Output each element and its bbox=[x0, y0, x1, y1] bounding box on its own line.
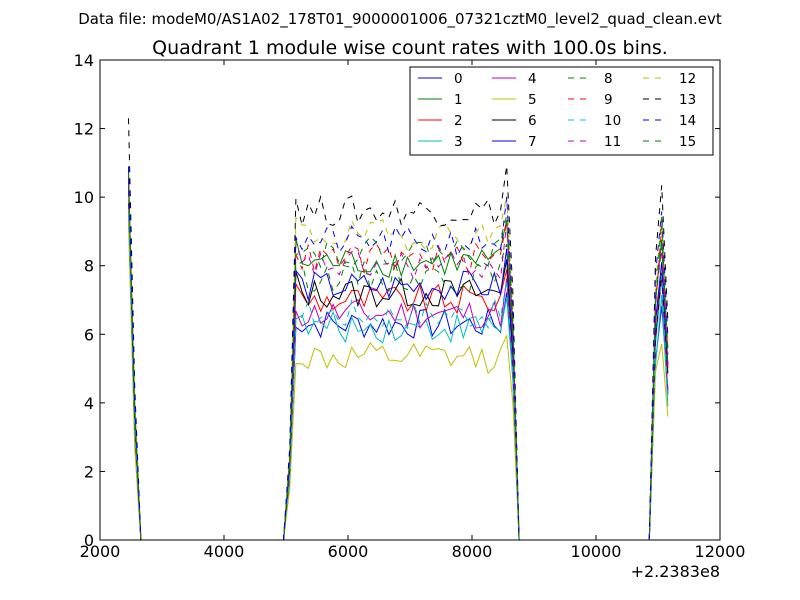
legend-label-9: 9 bbox=[604, 92, 613, 108]
x-tick-label: 6000 bbox=[328, 542, 369, 561]
legend-label-3: 3 bbox=[454, 134, 463, 150]
legend-label-12: 12 bbox=[679, 71, 696, 87]
x-tick-label: 2000 bbox=[80, 542, 121, 561]
series-line-1 bbox=[128, 179, 669, 541]
legend-label-7: 7 bbox=[528, 134, 537, 150]
x-axis-offset-label: +2.2383e8 bbox=[631, 562, 720, 581]
x-tick-label: 12000 bbox=[695, 542, 746, 561]
series-line-12 bbox=[128, 195, 669, 541]
series-line-7 bbox=[128, 186, 669, 541]
series-line-13 bbox=[128, 118, 669, 541]
legend-label-4: 4 bbox=[528, 71, 537, 87]
y-tick-label: 6 bbox=[84, 325, 94, 344]
legend-label-10: 10 bbox=[604, 113, 621, 129]
series-line-11 bbox=[128, 183, 669, 541]
series-line-8 bbox=[128, 193, 669, 541]
y-tick-label: 10 bbox=[74, 188, 94, 207]
legend-label-8: 8 bbox=[604, 71, 613, 87]
legend-label-11: 11 bbox=[604, 134, 621, 150]
y-tick-label: 12 bbox=[74, 120, 94, 139]
x-tick-label: 8000 bbox=[452, 542, 493, 561]
y-tick-label: 8 bbox=[84, 257, 94, 276]
legend-label-13: 13 bbox=[679, 92, 696, 108]
legend-label-0: 0 bbox=[454, 71, 463, 87]
plot-frame bbox=[99, 59, 721, 541]
series-line-14 bbox=[128, 166, 669, 541]
legend-label-2: 2 bbox=[454, 113, 463, 129]
series-line-15 bbox=[128, 173, 669, 541]
series-line-5 bbox=[128, 224, 669, 541]
legend-label-1: 1 bbox=[454, 92, 463, 108]
x-tick-label: 4000 bbox=[204, 542, 245, 561]
series-line-10 bbox=[128, 214, 669, 541]
series-line-0 bbox=[128, 169, 669, 541]
series-line-2 bbox=[128, 190, 669, 541]
legend-box bbox=[409, 66, 714, 156]
series-line-6 bbox=[128, 197, 669, 541]
legend-label-6: 6 bbox=[528, 113, 537, 129]
series-line-3 bbox=[128, 210, 669, 541]
chart-title: Quadrant 1 module wise count rates with … bbox=[152, 37, 668, 59]
legend-label-5: 5 bbox=[528, 92, 537, 108]
x-tick-label: 10000 bbox=[571, 542, 622, 561]
series-line-4 bbox=[128, 203, 669, 541]
plot-area bbox=[128, 118, 669, 541]
legend-label-14: 14 bbox=[679, 113, 696, 129]
legend-label-15: 15 bbox=[679, 134, 696, 150]
y-tick-label: 4 bbox=[84, 394, 94, 413]
y-tick-label: 2 bbox=[84, 462, 94, 481]
y-tick-label: 0 bbox=[84, 531, 94, 550]
data-file-suptitle: Data file: modeM0/AS1A02_178T01_90000010… bbox=[78, 10, 722, 29]
y-tick-label: 14 bbox=[74, 51, 94, 70]
